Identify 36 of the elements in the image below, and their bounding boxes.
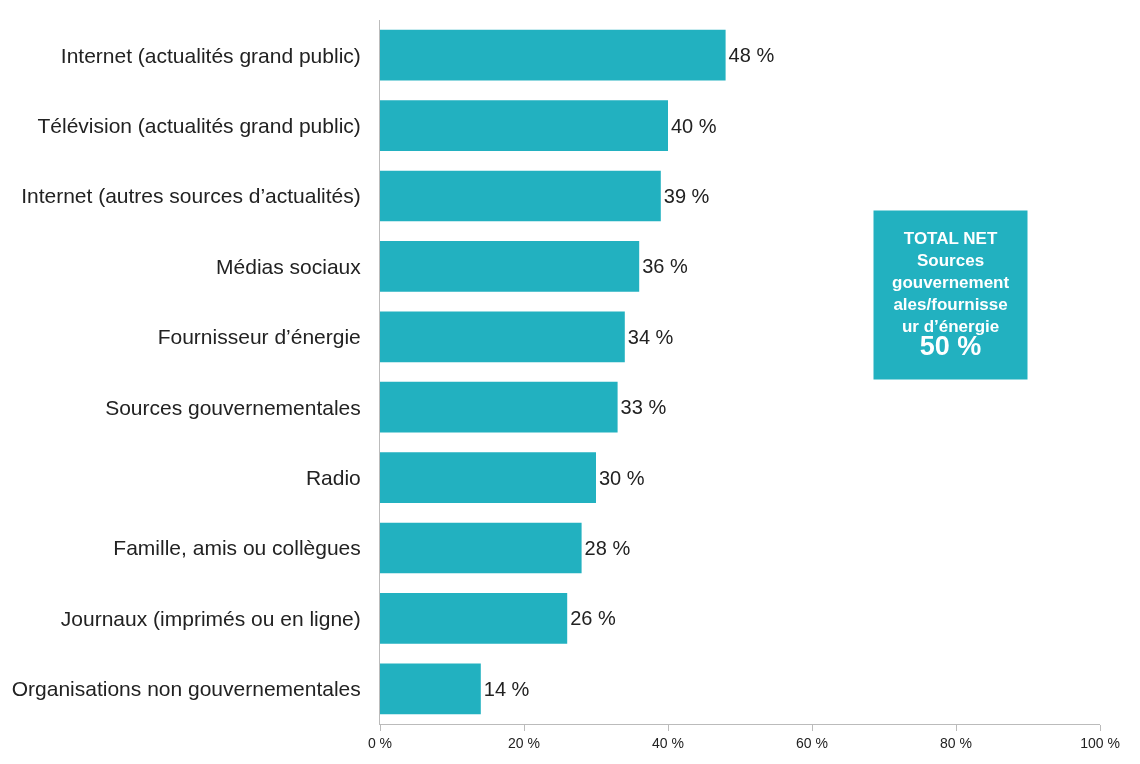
y-tick-label: Fournisseur d’énergie (157, 325, 361, 349)
x-tick-label: 60 % (796, 734, 828, 751)
bar (380, 241, 640, 292)
y-tick-label: Journaux (imprimés ou en ligne) (60, 606, 361, 630)
x-tick-label: 20 % (508, 734, 540, 751)
x-tick-label: 0 % (367, 734, 393, 751)
data-label: 39 % (663, 185, 710, 207)
data-label: 26 % (570, 607, 616, 630)
bar (380, 100, 668, 151)
y-tick-label: Internet (actualités grand public) (60, 43, 361, 67)
x-tick-label: 80 % (940, 734, 972, 751)
data-label: 30 % (599, 466, 645, 489)
bar (380, 522, 582, 574)
bar (380, 452, 596, 503)
bar (380, 663, 481, 715)
bar (380, 593, 568, 644)
data-label: 36 % (642, 255, 688, 278)
bar (380, 170, 661, 222)
data-label: 48 % (728, 44, 775, 67)
y-tick-label: Sources gouvernementales (105, 395, 361, 419)
y-tick-label: Famille, amis ou collègues (113, 536, 361, 560)
y-tick-label: Internet (autres sources d’actualités) (21, 184, 361, 208)
y-tick-label: Radio (305, 465, 361, 489)
y-tick-label: Organisations non gouvernementales (11, 677, 361, 701)
data-label: 34 % (627, 325, 674, 348)
y-tick-label: Médias sociaux (216, 254, 362, 278)
y-tick-label: Télévision (actualités grand public) (37, 113, 361, 137)
bar (380, 381, 618, 433)
x-tick-label: 100 % (1080, 734, 1120, 751)
x-tick-label: 40 % (652, 734, 684, 751)
bar (380, 311, 625, 363)
data-label: 40 % (671, 114, 717, 137)
bar (380, 29, 726, 81)
data-label: 14 % (483, 677, 530, 700)
data-label: 28 % (584, 537, 631, 559)
data-label: 33 % (620, 396, 667, 419)
